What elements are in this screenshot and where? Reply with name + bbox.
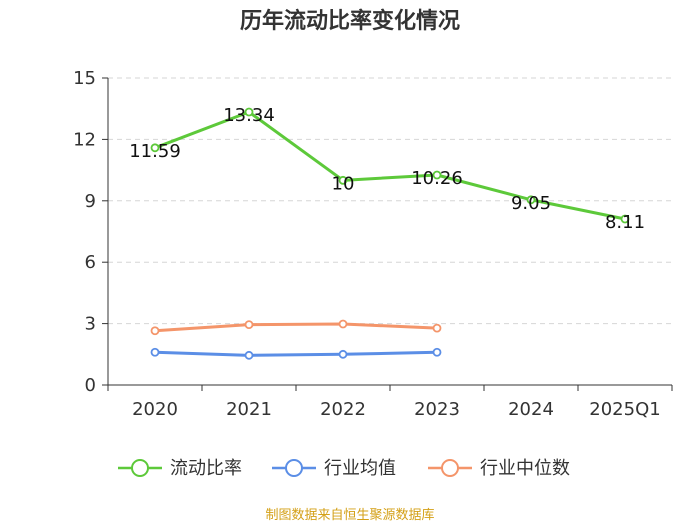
data-label: 10 xyxy=(332,173,355,194)
data-label: 11.59 xyxy=(129,141,181,162)
data-point xyxy=(432,323,442,333)
y-tick-label: 0 xyxy=(85,375,96,396)
series-line xyxy=(154,110,626,221)
source-note: 制图数据来自恒生聚源数据库 xyxy=(265,507,434,523)
legend-label: 行业均值 xyxy=(324,458,396,479)
data-point xyxy=(526,195,536,205)
y-tick-label: 12 xyxy=(73,129,96,150)
legend-marker xyxy=(441,459,459,477)
axes: 0 3 6 9 12 15 2020 2021 2022 2023 2024 2025Q1 xyxy=(73,68,673,420)
data-point xyxy=(150,347,160,357)
y-tick-label: 3 xyxy=(85,314,96,335)
legend-marker xyxy=(285,459,303,477)
x-tick-label: 2020 xyxy=(132,399,178,420)
legend-label: 行业中位数 xyxy=(480,458,570,479)
data-point xyxy=(620,214,630,224)
data-label: 9.05 xyxy=(511,193,551,214)
data-point xyxy=(150,326,160,336)
data-label: 10.26 xyxy=(411,168,463,189)
legend-marker xyxy=(131,459,149,477)
series-layer xyxy=(150,107,630,360)
x-tick-label: 2022 xyxy=(320,399,366,420)
x-tick-label: 2025Q1 xyxy=(589,399,660,420)
y-tick-label: 6 xyxy=(85,252,96,273)
data-point xyxy=(432,347,442,357)
data-point xyxy=(244,107,254,117)
data-point xyxy=(432,170,442,180)
data-point xyxy=(338,175,348,185)
chart-title: 历年流动比率变化情况 xyxy=(240,8,460,34)
data-label: 13.34 xyxy=(223,105,275,126)
data-point xyxy=(338,319,348,329)
data-point xyxy=(244,320,254,330)
series-line xyxy=(154,350,438,357)
data-labels: 11.59 13.34 10 10.26 9.05 8.11 xyxy=(129,105,645,233)
legend-label: 流动比率 xyxy=(170,458,242,479)
y-tick-label: 15 xyxy=(73,68,96,89)
y-tick-label: 9 xyxy=(85,191,96,212)
grid xyxy=(108,77,672,325)
legend: 流动比率 行业均值 行业中位数 xyxy=(118,458,570,479)
data-point xyxy=(150,143,160,153)
x-tick-label: 2024 xyxy=(508,399,554,420)
x-tick-label: 2023 xyxy=(414,399,460,420)
data-point xyxy=(244,350,254,360)
x-tick-label: 2021 xyxy=(226,399,272,420)
data-point xyxy=(338,349,348,359)
data-label: 8.11 xyxy=(605,212,645,233)
series-line xyxy=(154,322,438,333)
